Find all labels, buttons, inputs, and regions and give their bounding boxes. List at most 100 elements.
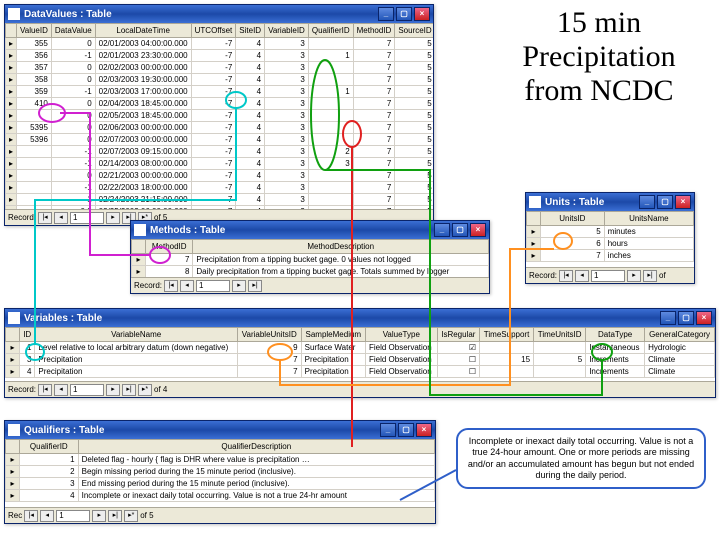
- maximize-button[interactable]: ▢: [398, 423, 414, 437]
- nav-position[interactable]: [70, 384, 104, 396]
- nav-last[interactable]: ▸|: [248, 280, 262, 292]
- table-row[interactable]: ▸8Daily precipitation from a tipping buc…: [132, 266, 489, 278]
- qualifiers-grid[interactable]: QualifierIDQualifierDescription ▸1Delete…: [5, 439, 435, 507]
- nav-position[interactable]: [591, 270, 625, 282]
- column-header[interactable]: SourceID: [395, 24, 433, 38]
- column-header[interactable]: MethodID: [353, 24, 395, 38]
- nav-first[interactable]: |◂: [164, 280, 178, 292]
- column-header[interactable]: VariableID: [265, 24, 309, 38]
- table-row[interactable]: ▸359-102/03/2003 17:00:00.000-743175: [6, 86, 434, 98]
- table-row[interactable]: ▸2Begin missing period during the 15 min…: [6, 466, 435, 478]
- table-row[interactable]: ▸410002/04/2003 18:45:00.000-74375: [6, 98, 434, 110]
- nav-last[interactable]: ▸|: [643, 270, 657, 282]
- table-row[interactable]: ▸355002/01/2003 04:00:00.000-74375: [6, 38, 434, 50]
- table-row[interactable]: ▸7inches: [527, 250, 694, 262]
- minimize-button[interactable]: _: [378, 7, 394, 21]
- nav-prev[interactable]: ◂: [180, 280, 194, 292]
- titlebar-methods[interactable]: Methods : Table _ ▢ ×: [131, 221, 489, 239]
- nav-next[interactable]: ▸: [627, 270, 641, 282]
- minimize-button[interactable]: _: [434, 223, 450, 237]
- column-header[interactable]: IsRegular: [437, 328, 479, 342]
- column-header[interactable]: UTCOffset: [191, 24, 236, 38]
- close-button[interactable]: ×: [675, 195, 691, 209]
- methods-grid[interactable]: MethodIDMethodDescription ▸7Precipitatio…: [131, 239, 489, 277]
- close-button[interactable]: ×: [414, 7, 430, 21]
- nav-next[interactable]: ▸: [106, 384, 120, 396]
- variables-grid[interactable]: IDVariableNameVariableUnitsIDSampleMediu…: [5, 327, 715, 381]
- table-row[interactable]: ▸5minutes: [527, 226, 694, 238]
- table-row[interactable]: ▸357002/02/2003 00:00:00.000-74375: [6, 62, 434, 74]
- column-header[interactable]: DataType: [586, 328, 645, 342]
- column-header[interactable]: QualifierID: [20, 440, 79, 454]
- close-button[interactable]: ×: [416, 423, 432, 437]
- table-row[interactable]: ▸-102/24/2003 21:15:00.000-74375: [6, 194, 434, 206]
- table-row[interactable]: ▸-102/07/2003 09:15:00.000-743275: [6, 146, 434, 158]
- table-row[interactable]: ▸358002/03/2003 19:30:00.000-74375: [6, 74, 434, 86]
- column-header[interactable]: ID: [20, 328, 35, 342]
- column-header[interactable]: UnitsName: [604, 212, 693, 226]
- nav-prev[interactable]: ◂: [54, 212, 68, 224]
- column-header[interactable]: MethodID: [146, 240, 193, 254]
- table-row[interactable]: ▸5395002/06/2003 00:00:00.000-74375: [6, 122, 434, 134]
- table-row[interactable]: ▸6hours: [527, 238, 694, 250]
- column-header[interactable]: ValueType: [365, 328, 437, 342]
- table-row[interactable]: ▸1Level relative to local arbitrary datu…: [6, 342, 715, 354]
- nav-new[interactable]: ▸*: [138, 384, 152, 396]
- titlebar-datavalues[interactable]: DataValues : Table _ ▢ ×: [5, 5, 433, 23]
- column-header[interactable]: LocalDateTime: [95, 24, 191, 38]
- table-row[interactable]: ▸002/05/2003 18:45:00.000-74375: [6, 110, 434, 122]
- nav-next[interactable]: ▸: [232, 280, 246, 292]
- nav-prev[interactable]: ◂: [40, 510, 54, 522]
- column-header[interactable]: SiteID: [236, 24, 265, 38]
- nav-first[interactable]: |◂: [38, 384, 52, 396]
- table-row[interactable]: ▸4Precipitation7PrecipitationField Obser…: [6, 366, 715, 378]
- table-row[interactable]: ▸5396002/07/2003 00:00:00.000-74375: [6, 134, 434, 146]
- nav-next[interactable]: ▸: [92, 510, 106, 522]
- units-grid[interactable]: UnitsIDUnitsName ▸5minutes▸6hours▸7inche…: [526, 211, 694, 267]
- minimize-button[interactable]: _: [380, 423, 396, 437]
- minimize-button[interactable]: _: [639, 195, 655, 209]
- maximize-button[interactable]: ▢: [678, 311, 694, 325]
- nav-first[interactable]: |◂: [559, 270, 573, 282]
- nav-next[interactable]: ▸: [106, 212, 120, 224]
- nav-position[interactable]: [196, 280, 230, 292]
- close-button[interactable]: ×: [696, 311, 712, 325]
- nav-prev[interactable]: ◂: [54, 384, 68, 396]
- maximize-button[interactable]: ▢: [452, 223, 468, 237]
- minimize-button[interactable]: _: [660, 311, 676, 325]
- maximize-button[interactable]: ▢: [657, 195, 673, 209]
- nav-position[interactable]: [70, 212, 104, 224]
- column-header[interactable]: VariableName: [35, 328, 237, 342]
- nav-prev[interactable]: ◂: [575, 270, 589, 282]
- datavalues-grid[interactable]: ValueIDDataValueLocalDateTimeUTCOffsetSi…: [5, 23, 433, 209]
- table-row[interactable]: ▸3Precipitation7PrecipitationField Obser…: [6, 354, 715, 366]
- nav-last[interactable]: ▸|: [122, 384, 136, 396]
- column-header[interactable]: QualifierDescription: [78, 440, 434, 454]
- column-header[interactable]: ValueID: [17, 24, 52, 38]
- table-row[interactable]: ▸3End missing period during the 15 minut…: [6, 478, 435, 490]
- nav-new[interactable]: ▸*: [124, 510, 138, 522]
- close-button[interactable]: ×: [470, 223, 486, 237]
- column-header[interactable]: TimeSupport: [480, 328, 534, 342]
- table-row[interactable]: ▸002/21/2003 00:00:00.000-74375: [6, 170, 434, 182]
- table-row[interactable]: ▸7Precipitation from a tipping bucket ga…: [132, 254, 489, 266]
- table-row[interactable]: ▸1Deleted flag - hourly { flag is DHR wh…: [6, 454, 435, 466]
- table-row[interactable]: ▸4Incomplete or inexact daily total occu…: [6, 490, 435, 502]
- column-header[interactable]: SampleMedium: [301, 328, 365, 342]
- titlebar-units[interactable]: Units : Table _ ▢ ×: [526, 193, 694, 211]
- table-row[interactable]: ▸-102/22/2003 18:00:00.000-74375: [6, 182, 434, 194]
- column-header[interactable]: MethodDescription: [193, 240, 489, 254]
- column-header[interactable]: TimeUnitsID: [534, 328, 586, 342]
- column-header[interactable]: UnitsID: [541, 212, 605, 226]
- titlebar-qualifiers[interactable]: Qualifiers : Table _ ▢ ×: [5, 421, 435, 439]
- column-header[interactable]: GeneralCategory: [645, 328, 715, 342]
- table-row[interactable]: ▸-102/14/2003 08:00:00.000-743375: [6, 158, 434, 170]
- titlebar-variables[interactable]: Variables : Table _ ▢ ×: [5, 309, 715, 327]
- column-header[interactable]: DataValue: [51, 24, 95, 38]
- nav-first[interactable]: |◂: [38, 212, 52, 224]
- table-row[interactable]: ▸356-102/01/2003 23:30:00.000-743175: [6, 50, 434, 62]
- column-header[interactable]: VariableUnitsID: [237, 328, 301, 342]
- column-header[interactable]: QualifierID: [308, 24, 353, 38]
- nav-position[interactable]: [56, 510, 90, 522]
- nav-first[interactable]: |◂: [24, 510, 38, 522]
